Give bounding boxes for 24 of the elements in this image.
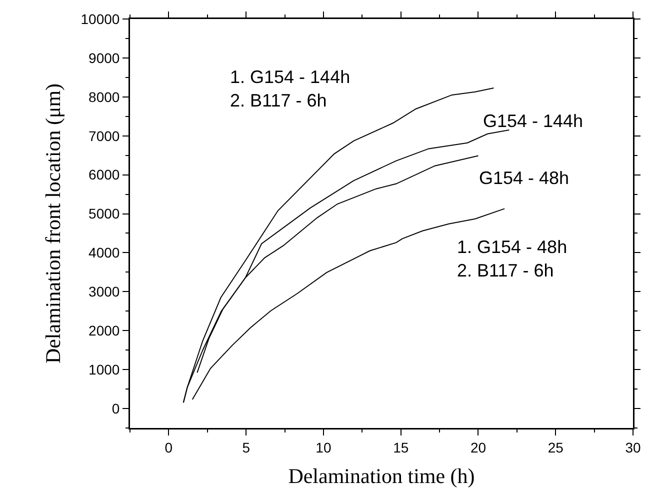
y-tick-label: 5000 bbox=[88, 206, 120, 222]
series-label: G154 - 144h bbox=[483, 111, 584, 131]
y-tick-label: 9000 bbox=[88, 50, 120, 66]
y-tick-label: 4000 bbox=[88, 244, 120, 261]
y-tick-label: 6000 bbox=[88, 166, 120, 183]
y-tick-label: 0 bbox=[112, 400, 120, 416]
y-tick-label: 8000 bbox=[88, 88, 120, 105]
series-label: 1. G154 - 48h 2. B117 - 6h bbox=[457, 237, 568, 280]
x-tick-label: 30 bbox=[625, 439, 641, 456]
y-tick-label: 10000 bbox=[80, 10, 120, 27]
y-tick-label: 1000 bbox=[88, 361, 120, 378]
series-label: 1. G154 - 144h 2. B117 - 6h bbox=[230, 67, 350, 110]
series-label: G154 - 48h bbox=[479, 168, 570, 188]
y-tick-label: 7000 bbox=[88, 128, 120, 144]
x-tick-label: 25 bbox=[548, 439, 564, 456]
x-tick-label: 10 bbox=[316, 439, 332, 456]
y-tick-label: 2000 bbox=[88, 322, 120, 339]
y-axis-title: Delamination front location (μm) bbox=[41, 83, 66, 364]
x-axis-title: Delamination time (h) bbox=[288, 464, 475, 488]
x-tick-label: 20 bbox=[470, 439, 486, 456]
x-tick-label: 5 bbox=[242, 439, 250, 456]
x-tick-label: 0 bbox=[164, 439, 173, 456]
y-tick-label: 3000 bbox=[88, 284, 120, 300]
x-tick-label: 15 bbox=[393, 439, 409, 456]
